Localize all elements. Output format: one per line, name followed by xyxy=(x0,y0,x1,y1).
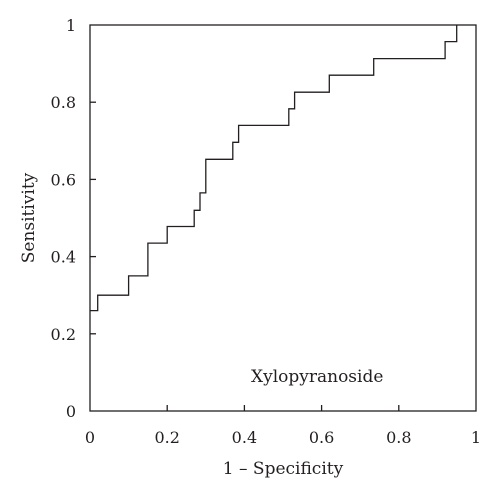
x-tick-label: 0.6 xyxy=(309,428,334,447)
x-tick-label: 0.2 xyxy=(154,428,179,447)
x-tick-label: 0.4 xyxy=(232,428,257,447)
axis-ticks xyxy=(90,101,400,411)
roc-curve xyxy=(90,25,458,312)
y-tick-label: 0.8 xyxy=(51,93,76,112)
series-annotation: Xylopyranoside xyxy=(251,367,383,387)
y-tick-label: 1 xyxy=(66,16,76,35)
y-tick-label: 0.6 xyxy=(51,170,76,189)
x-axis-label: 1 – Specificity xyxy=(223,459,344,479)
y-axis-label: Sensitivity xyxy=(19,172,39,263)
x-tick-label: 0 xyxy=(85,428,95,447)
tick-labels: 0 0.2 0.4 0.6 0.8 1 0 0.2 0.4 0.6 0.8 1 xyxy=(51,16,482,447)
y-tick-label: 0 xyxy=(66,402,76,421)
plot-frame xyxy=(89,24,477,412)
x-tick-label: 0.8 xyxy=(386,428,411,447)
x-tick-label: 1 xyxy=(471,428,481,447)
y-tick-label: 0.2 xyxy=(51,325,76,344)
y-tick-label: 0.4 xyxy=(51,248,76,267)
